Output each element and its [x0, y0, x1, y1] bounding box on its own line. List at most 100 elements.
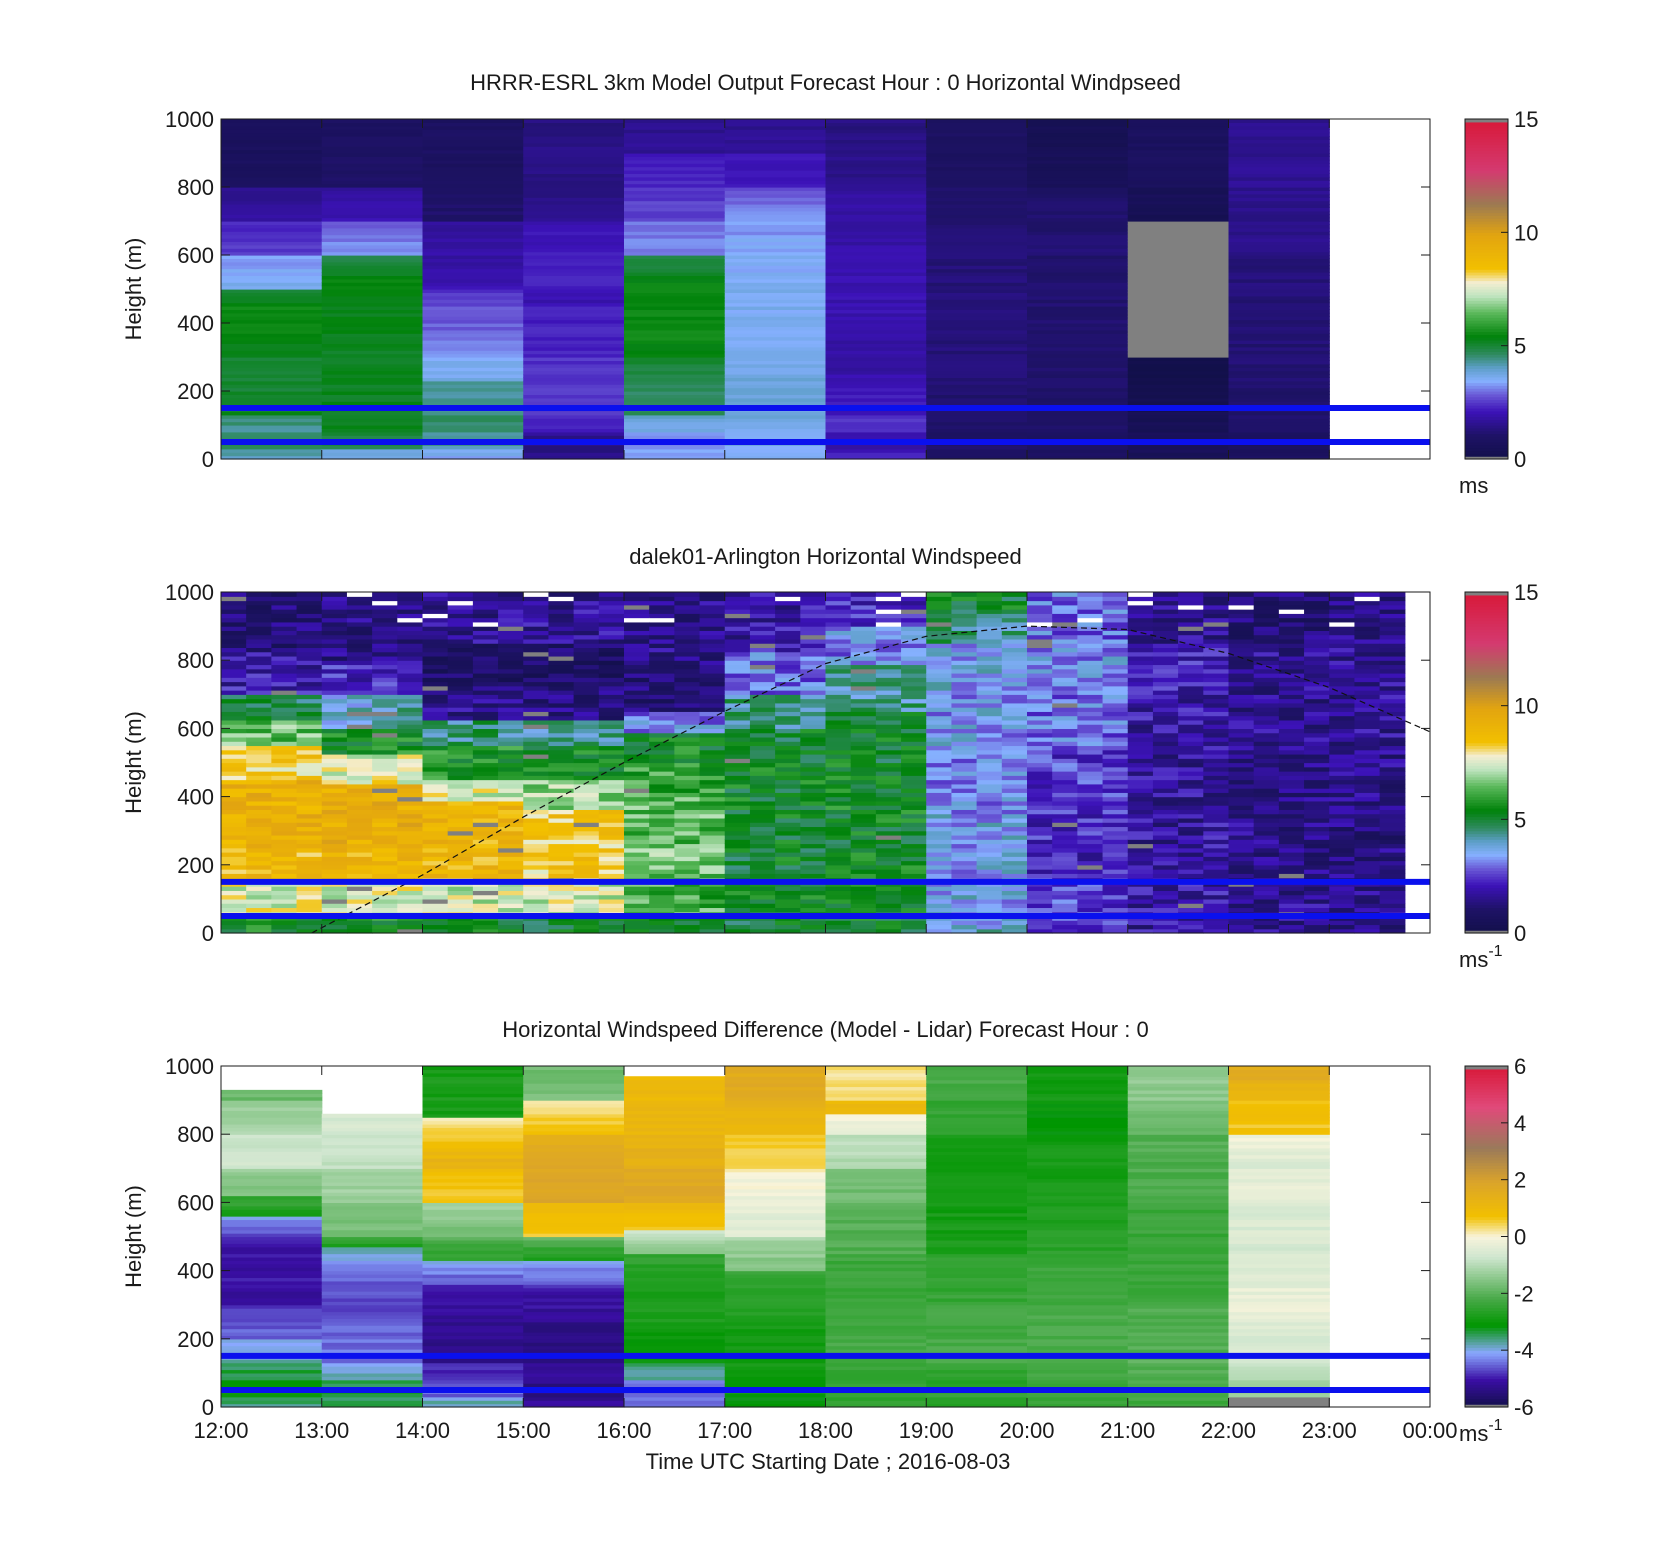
heat-cell [573, 834, 600, 840]
heat-cell [775, 792, 801, 798]
colorbar-swatch [1465, 153, 1508, 157]
heat-cell [926, 685, 953, 691]
heat-cell [1027, 452, 1129, 457]
heat-cell [1102, 852, 1129, 857]
heat-cell [1077, 873, 1104, 879]
heat-cell [850, 681, 877, 687]
heat-cell [221, 435, 323, 440]
heat-cell [346, 694, 373, 700]
heat-cell [901, 766, 927, 772]
heat-cell [598, 894, 625, 900]
heat-cell [221, 397, 323, 402]
heat-cell [1228, 251, 1330, 256]
heat-cell [447, 711, 474, 717]
heat-cell [976, 847, 1003, 853]
heat-cell [674, 775, 701, 781]
heat-cell [1354, 775, 1381, 781]
colorbar-swatch [1465, 172, 1508, 177]
heat-cell [1304, 796, 1330, 802]
heat-cell [825, 431, 927, 436]
heat-cell [472, 596, 499, 602]
heat-cell [447, 681, 474, 687]
heat-cell [1304, 702, 1330, 708]
heat-cell [1304, 873, 1330, 879]
heat-cell [749, 634, 776, 640]
heat-cell [221, 360, 323, 365]
heat-cell [221, 346, 323, 351]
heat-cell [498, 672, 524, 678]
heat-cell [875, 711, 902, 717]
heat-cell [221, 792, 247, 798]
heat-cell [951, 847, 978, 853]
heat-cell [1253, 869, 1280, 874]
heat-cell [951, 690, 978, 695]
heat-cell [422, 455, 524, 460]
heat-cell [1253, 643, 1280, 649]
heat-cell [674, 783, 701, 789]
heat-cell [624, 411, 726, 416]
colorbar-swatch [1465, 232, 1508, 236]
heat-cell [1027, 698, 1053, 704]
heat-cell [1127, 805, 1154, 810]
heat-cell [1127, 132, 1230, 137]
heat-cell [825, 312, 927, 317]
heat-cell [498, 698, 524, 704]
heat-cell [1127, 431, 1230, 436]
heat-cell [548, 864, 575, 870]
heat-cell [498, 609, 524, 614]
heat-cell [523, 685, 550, 691]
heat-cell [1127, 898, 1154, 904]
heat-cell [1152, 609, 1179, 614]
heat-cell [976, 604, 1003, 610]
colorbar-swatch [1465, 238, 1508, 242]
heat-cell [926, 278, 1028, 283]
heat-cell [1278, 732, 1305, 738]
heat-cell [472, 898, 499, 904]
colorbar-swatch [1465, 303, 1508, 307]
heat-cell [926, 193, 1028, 198]
heat-cell [397, 843, 424, 849]
heat-cell [321, 753, 348, 759]
heat-cell [1228, 411, 1330, 416]
heat-cell [1379, 886, 1406, 891]
heat-cell [422, 805, 449, 810]
heat-cell [1152, 860, 1179, 866]
heat-cell [498, 907, 524, 913]
heat-cell [246, 826, 272, 832]
heat-cell [498, 681, 524, 687]
heat-cell [548, 596, 575, 602]
heat-cell [1027, 190, 1129, 195]
heat-cell [1027, 924, 1053, 930]
heat-cell [1354, 634, 1381, 640]
heat-cell [598, 869, 625, 874]
heat-cell [321, 677, 348, 683]
colorbar-swatch [1465, 351, 1508, 355]
heat-cell [850, 596, 877, 602]
heat-cell [472, 592, 499, 597]
heat-cell [1329, 604, 1356, 610]
heat-cell [221, 758, 247, 764]
heat-cell [1178, 736, 1204, 742]
heat-cell [926, 190, 1028, 195]
heat-cell [372, 634, 398, 640]
heat-cell [1127, 292, 1230, 297]
heat-cell [523, 170, 625, 174]
heat-cell [674, 792, 701, 798]
heat-cell [523, 766, 550, 772]
heat-cell [951, 741, 978, 747]
heat-cell [1127, 244, 1230, 249]
heat-cell [1102, 630, 1129, 636]
heat-cell [1102, 613, 1129, 619]
heat-cell [422, 190, 524, 195]
heat-cell [926, 363, 1028, 368]
heat-cell [825, 142, 927, 147]
heat-cell [724, 809, 751, 815]
heat-cell [1102, 813, 1129, 819]
heat-cell [397, 809, 424, 815]
heat-cell [447, 732, 474, 738]
heat-cell [674, 630, 701, 636]
heat-cell [321, 783, 348, 789]
heat-cell [649, 660, 675, 666]
heat-cell [926, 333, 1028, 338]
heat-cell [422, 698, 449, 704]
